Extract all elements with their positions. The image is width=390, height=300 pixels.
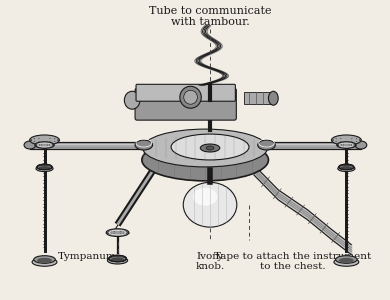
Ellipse shape [109, 255, 126, 262]
Ellipse shape [171, 134, 249, 160]
Ellipse shape [124, 91, 140, 109]
Ellipse shape [335, 256, 357, 263]
Ellipse shape [193, 188, 217, 206]
Ellipse shape [24, 141, 36, 149]
Ellipse shape [338, 166, 355, 172]
Ellipse shape [107, 257, 128, 264]
Ellipse shape [106, 229, 129, 236]
Ellipse shape [111, 257, 124, 262]
Ellipse shape [37, 258, 52, 263]
Text: Tube to communicate
with tambour.: Tube to communicate with tambour. [149, 6, 271, 27]
Ellipse shape [135, 140, 152, 150]
Ellipse shape [332, 135, 361, 145]
Ellipse shape [184, 90, 197, 104]
Text: Ivory
knob.: Ivory knob. [195, 251, 225, 271]
Ellipse shape [337, 142, 356, 148]
Ellipse shape [30, 135, 59, 145]
Ellipse shape [143, 129, 268, 167]
Ellipse shape [339, 258, 354, 263]
Ellipse shape [206, 146, 214, 150]
Ellipse shape [35, 142, 54, 148]
Ellipse shape [32, 258, 57, 266]
Ellipse shape [39, 166, 50, 170]
Text: Tympanum.: Tympanum. [57, 251, 119, 260]
Ellipse shape [200, 144, 220, 152]
Ellipse shape [142, 139, 268, 181]
Ellipse shape [355, 141, 367, 149]
Ellipse shape [258, 140, 275, 150]
FancyBboxPatch shape [136, 84, 235, 101]
Ellipse shape [36, 166, 53, 172]
Ellipse shape [334, 258, 359, 266]
Polygon shape [244, 92, 273, 104]
Ellipse shape [340, 166, 352, 170]
Polygon shape [30, 142, 361, 149]
Ellipse shape [180, 86, 201, 108]
Ellipse shape [183, 182, 237, 227]
FancyBboxPatch shape [135, 88, 236, 120]
Ellipse shape [37, 164, 52, 170]
Ellipse shape [34, 256, 55, 263]
Ellipse shape [268, 91, 278, 105]
Ellipse shape [339, 164, 354, 170]
Text: Tape to attach the instrument
to the chest.: Tape to attach the instrument to the che… [214, 251, 371, 271]
